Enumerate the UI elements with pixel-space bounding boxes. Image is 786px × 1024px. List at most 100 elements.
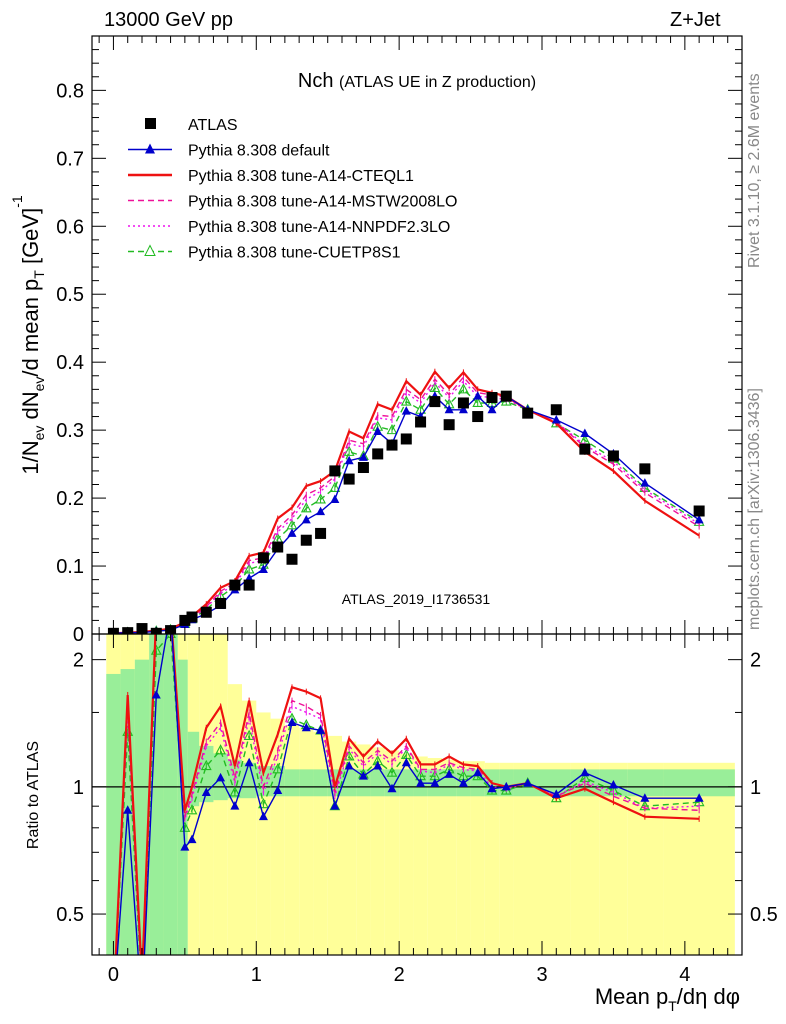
atlas-data-point <box>472 411 484 423</box>
atlas-data-point <box>300 534 312 546</box>
mc-series-0-marker <box>373 426 383 435</box>
main-plot-area <box>107 368 705 634</box>
ratio-series-4-marker <box>179 821 191 832</box>
x-tick-label: 4 <box>679 964 690 986</box>
ratio-series-0-marker <box>458 778 468 787</box>
mc-series-0-marker <box>640 478 650 487</box>
ratio-series-0-marker <box>109 1003 118 1012</box>
y-tick-label: 0.6 <box>56 216 84 238</box>
mc-series-4-marker <box>315 493 326 504</box>
green-band-segment <box>313 769 328 797</box>
ratio-series-0-marker <box>473 767 483 777</box>
y-axis-label: 1/Nev dNev/d mean pT [GeV]-1 <box>9 195 47 475</box>
atlas-data-point <box>429 396 441 408</box>
energy-label: 13000 GeV pp <box>104 9 233 31</box>
ratio-y-tick-label: 2 <box>73 650 84 672</box>
y-tick-label: 0.4 <box>56 352 84 374</box>
mc-series-4-marker <box>472 396 484 408</box>
atlas-data-point <box>415 416 427 428</box>
atlas-data-point <box>550 404 562 416</box>
mc-series-0-marker <box>458 404 468 414</box>
ratio-series-0-marker <box>316 725 326 734</box>
x-tick-label: 2 <box>394 964 405 986</box>
atlas-data-point <box>179 614 191 626</box>
atlas-data-point <box>200 606 212 618</box>
yellow-band-segment <box>213 634 228 955</box>
ratio-series-0-marker <box>608 780 618 789</box>
y-tick-label: 0.3 <box>56 420 84 442</box>
ratio-series-4-marker <box>343 750 355 761</box>
ratio-series-0-marker <box>373 761 383 770</box>
yellow-band-segment <box>370 747 385 955</box>
legend-label-3: Pythia 8.308 tune-A14-NNPDF2.3LO <box>188 219 450 236</box>
ratio-plot-area <box>92 634 742 1012</box>
ratio-series-0-marker <box>330 801 340 810</box>
yellow-band-segment <box>227 684 242 955</box>
legend-label-1: Pythia 8.308 tune-A14-CTEQL1 <box>188 168 414 185</box>
ratio-series-4-marker <box>386 766 398 777</box>
ratio-series-4-marker <box>229 786 241 797</box>
yellow-band-segment <box>442 759 457 955</box>
ratio-series-0-marker <box>187 834 197 844</box>
mc-series-0-marker <box>316 506 326 516</box>
green-band-segment <box>106 673 121 955</box>
ratio-y-tick-label: 0.5 <box>56 904 84 926</box>
yellow-band-segment <box>570 762 600 955</box>
mc-series-4-marker <box>343 445 355 456</box>
atlas-data-point <box>607 450 619 462</box>
ratio-series-4-marker <box>186 804 198 815</box>
mc-series-0-marker <box>473 391 483 400</box>
atlas-data-point <box>272 541 284 553</box>
ratio-series-0-marker <box>551 789 561 798</box>
green-band-segment <box>163 634 178 955</box>
mc-series-4-marker <box>243 563 255 574</box>
x-tick-label: 0 <box>108 964 119 986</box>
ratio-series-0-marker <box>487 783 497 793</box>
atlas-data-point <box>343 473 355 485</box>
x-axis-label: Mean pT/dη dφ <box>595 984 740 1014</box>
mc-series-4-marker <box>300 502 312 513</box>
mc-series-0-marker <box>401 406 411 415</box>
ratio-series-0-marker <box>287 717 297 726</box>
ratio-series-4-marker <box>258 797 269 809</box>
atlas-data-point <box>693 505 705 517</box>
ratio-series-4-marker <box>138 991 147 1000</box>
ratio-series-0-marker <box>301 722 311 732</box>
ratio-series-0-marker <box>640 793 650 802</box>
yellow-band-segment <box>384 750 400 955</box>
ratio-y-tick-label-right: 2 <box>750 650 761 672</box>
mc-series-0-marker <box>358 452 368 461</box>
process-label: Z+Jet <box>670 9 721 31</box>
legend-marker-4 <box>144 244 156 256</box>
mc-series-0-marker <box>258 564 268 573</box>
ratio-series-4-marker <box>272 763 284 774</box>
ratio-series-0-marker <box>273 785 283 795</box>
ratio-series-0-marker <box>344 761 354 770</box>
ratio-series-4-marker <box>200 759 212 771</box>
atlas-data-point <box>229 579 241 591</box>
mc-series-4-marker <box>386 423 398 435</box>
x-tick-label: 3 <box>536 964 547 986</box>
atlas-data-point <box>315 527 327 539</box>
atlas-data-point <box>386 439 398 451</box>
green-band-segment <box>284 769 300 797</box>
ratio-series-4-marker <box>243 729 255 740</box>
yellow-band-segment <box>413 756 428 955</box>
atlas-data-point <box>372 448 384 460</box>
green-band-segment <box>187 731 200 807</box>
mc-series-0-marker <box>551 414 561 424</box>
ratio-y-tick-label-right: 0.5 <box>750 904 778 926</box>
yellow-band-segment <box>456 761 471 955</box>
y-tick-label: 0 <box>73 624 84 646</box>
ratio-frame <box>91 633 743 956</box>
mc-series-0-marker <box>694 514 704 524</box>
ratio-series-4-marker <box>215 744 226 755</box>
legend-label-2: Pythia 8.308 tune-A14-MSTW2008LO <box>188 194 457 211</box>
yellow-band-segment <box>284 725 300 955</box>
mc-series-0-marker <box>301 514 311 524</box>
plot-title: Nch (ATLAS UE in Z production) <box>298 70 536 92</box>
atlas-data-point <box>457 397 469 409</box>
atlas-data-point <box>443 419 455 431</box>
atlas-data-point <box>639 463 651 475</box>
